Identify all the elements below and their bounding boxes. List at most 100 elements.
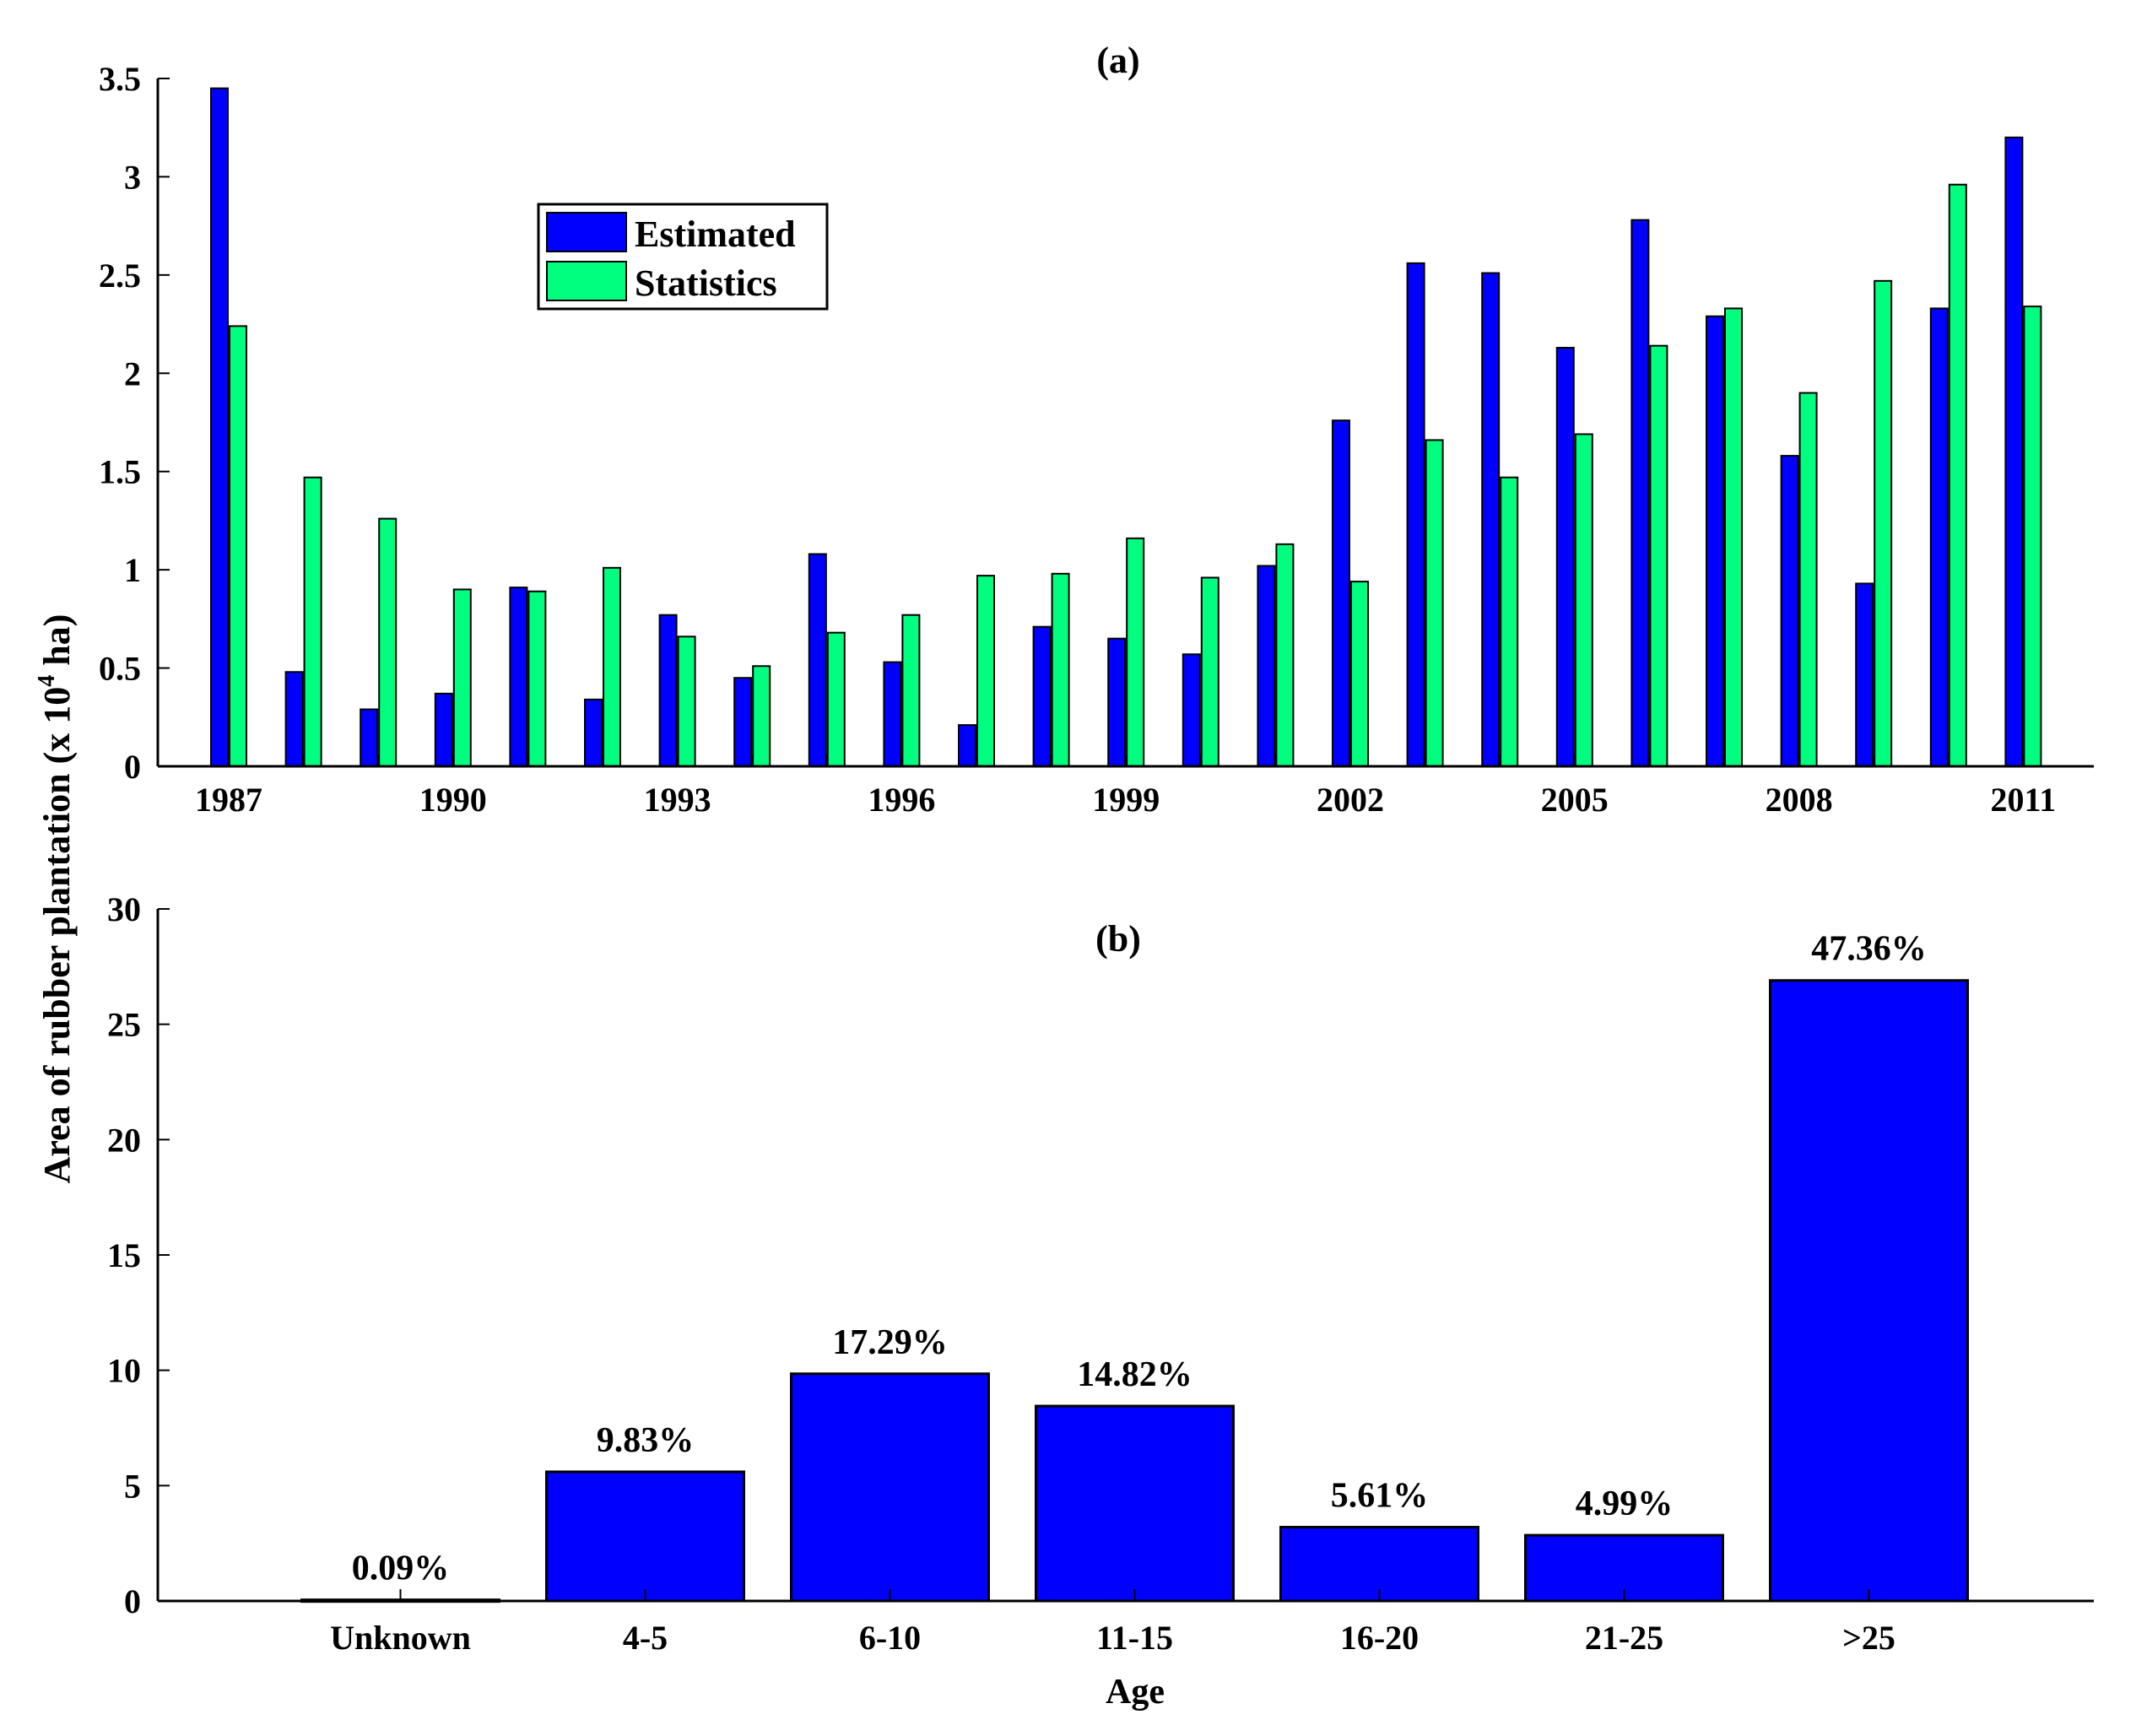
panel-a-bar-statistics-1993 (677, 635, 696, 767)
panel-a-x-tick-label: 2008 (1766, 781, 1833, 819)
panel-b-x-tick-label: 21-25 (1585, 1619, 1663, 1657)
panel-b-x-axis-label: Age (1106, 1673, 1165, 1712)
panel-a-bars (210, 87, 2042, 768)
panel-a-bar-estimated-2005 (1555, 347, 1575, 767)
panel-a-bar-statistics-2002 (1350, 581, 1369, 767)
panel-a-bar-estimated-2011 (2004, 136, 2024, 768)
panel-a-bar-statistics-2010 (1948, 183, 1967, 767)
panel-a-y-tick-label: 3 (124, 158, 141, 196)
panel-b-x-ticks: Unknown 4-5 6-10 11-15 16-20 21-25 >25 (330, 1589, 1895, 1657)
panel-b-data-label: 17.29% (832, 1323, 948, 1362)
panel-a-title: (a) (1096, 40, 1139, 81)
panel-a-bar-estimated-1989 (360, 708, 379, 768)
y-axis-label-post: ha) (36, 614, 78, 675)
panel-a-bar-estimated-1988 (284, 671, 304, 768)
panel-b-y-tick-label: 0 (124, 1582, 141, 1620)
panel-a-bar-estimated-2010 (1929, 307, 1949, 767)
panel-a-bar-estimated-2000 (1182, 653, 1201, 767)
panel-b-x-tick-label: 4-5 (623, 1619, 668, 1657)
panel-a-x-tick-label: 1999 (1092, 781, 1160, 819)
panel-a-bar-estimated-1992 (584, 698, 603, 767)
panel-a-bar-statistics-2005 (1574, 433, 1593, 767)
panel-a-y-tick-label: 2 (124, 354, 141, 392)
panel-b-bars: 0.09% 9.83% 17.29% 14.82% 5.61% 4.99% 47.36% (300, 930, 1969, 1604)
panel-a-y-tick-label: 3.5 (99, 60, 141, 98)
panel-b-y-tick-label: 15 (107, 1236, 141, 1274)
panel-a-x-tick-label: 1993 (644, 781, 711, 819)
panel-a-bar-statistics-2003 (1425, 439, 1444, 767)
panel-a-bar-estimated-2003 (1406, 262, 1425, 767)
legend-label-statistics: Statistics (635, 262, 777, 304)
panel-a-bar-statistics-1990 (452, 588, 472, 768)
panel-b-y-tick-label: 25 (107, 1006, 141, 1044)
panel-a-bar-statistics-2000 (1200, 576, 1219, 768)
panel-b-x-tick-label: Unknown (330, 1619, 471, 1657)
panel-a-x-ticks: 1987 1990 1993 1996 1999 2002 2005 2008 2011 (195, 754, 2056, 819)
panel-a-bar-statistics-2008 (1798, 392, 1818, 767)
panel-b-y-tick-label: 30 (107, 890, 141, 928)
panel-b-y-tick-label: 20 (107, 1121, 141, 1159)
panel-b-bar-4-5 (545, 1470, 745, 1603)
panel-b-bar-chart: (b) 0 5 10 15 20 25 30 0.09% 9.83% 17.29% 14.82% 5… (107, 890, 2094, 1712)
panel-b-y-tick-label: 10 (107, 1352, 141, 1390)
panel-a-bar-estimated-1993 (658, 614, 678, 768)
panel-b-title: (b) (1095, 918, 1141, 960)
panel-a-bar-statistics-1991 (527, 590, 547, 767)
y-axis-label: Area of rubber plantation (x 104 ha) (34, 614, 78, 1184)
y-axis-label-pre: Area of rubber plantation (x 10 (36, 687, 78, 1184)
panel-a-x-tick-label: 2011 (1991, 781, 2057, 819)
panel-a-bar-estimated-1990 (434, 692, 453, 767)
panel-a-bar-estimated-1995 (808, 553, 827, 767)
panel-b-bar-16-20 (1279, 1526, 1479, 1603)
panel-a-bar-statistics-1995 (826, 631, 846, 768)
panel-a-bar-estimated-1997 (958, 724, 976, 767)
panel-b-x-tick-label: >25 (1842, 1619, 1895, 1657)
legend-swatch-statistics (546, 261, 627, 301)
panel-a-bar-statistics-2011 (2023, 306, 2042, 768)
panel-a-bar-estimated-2002 (1332, 419, 1350, 767)
panel-a-x-tick-label: 2005 (1541, 781, 1609, 819)
panel-a-bar-estimated-1987 (210, 87, 229, 767)
panel-b-data-label: 0.09% (352, 1549, 450, 1588)
panel-a-bar-estimated-1996 (883, 661, 902, 767)
panel-b-y-tick-label: 5 (124, 1467, 141, 1505)
panel-b-data-label: 47.36% (1811, 930, 1927, 969)
panel-a-bar-statistics-1987 (229, 325, 247, 767)
panel-a-y-tick-label: 0 (124, 748, 141, 786)
panel-a-bar-estimated-1998 (1032, 625, 1052, 768)
panel-b-y-ticks: 0 5 10 15 20 25 30 (107, 890, 170, 1620)
panel-a-bar-estimated-2007 (1706, 315, 1724, 767)
panel-a-bar-statistics-2001 (1275, 543, 1295, 767)
panel-b-bar-11-15 (1035, 1404, 1235, 1603)
panel-a-legend: Estimated Statistics (537, 203, 829, 311)
panel-a-bar-statistics-1989 (378, 517, 397, 767)
panel-a-bar-estimated-1994 (733, 677, 753, 768)
panel-b-data-label: 5.61% (1331, 1477, 1429, 1516)
panel-a-bar-statistics-2009 (1874, 279, 1893, 768)
panel-a-bar-estimated-2006 (1630, 219, 1650, 767)
panel-a-bar-statistics-1998 (1051, 572, 1070, 767)
panel-a-bar-statistics-1992 (603, 566, 621, 767)
panel-a-y-tick-label: 0.5 (99, 650, 141, 688)
panel-a-y-ticks: 0 0.5 1 1.5 2 2.5 3 3.5 (99, 60, 170, 786)
panel-a-bar-estimated-2004 (1481, 272, 1501, 767)
panel-a-bar-statistics-1997 (976, 575, 995, 768)
legend-swatch-estimated (546, 212, 627, 252)
legend-label-estimated: Estimated (635, 214, 796, 255)
panel-b-x-tick-label: 6-10 (859, 1619, 921, 1657)
panel-a-bar-statistics-2007 (1724, 307, 1743, 767)
panel-a-y-tick-label: 1.5 (99, 453, 141, 491)
panel-a-bar-statistics-2006 (1649, 344, 1668, 767)
panel-a-bar-statistics-2004 (1500, 476, 1519, 767)
panel-a-x-tick-label: 2002 (1317, 781, 1384, 819)
panel-a-bar-estimated-1991 (509, 587, 528, 767)
panel-a-bar-statistics-1996 (901, 614, 921, 768)
panel-a-bar-estimated-2009 (1855, 582, 1874, 768)
panel-b-bar->25 (1769, 979, 1969, 1603)
panel-a-bar-statistics-1999 (1126, 537, 1145, 768)
panel-a-bar-estimated-1999 (1107, 637, 1127, 768)
panel-b-data-label: 4.99% (1576, 1485, 1674, 1523)
y-axis-label-exp: 4 (34, 675, 60, 687)
panel-b-x-tick-label: 16-20 (1340, 1619, 1419, 1657)
